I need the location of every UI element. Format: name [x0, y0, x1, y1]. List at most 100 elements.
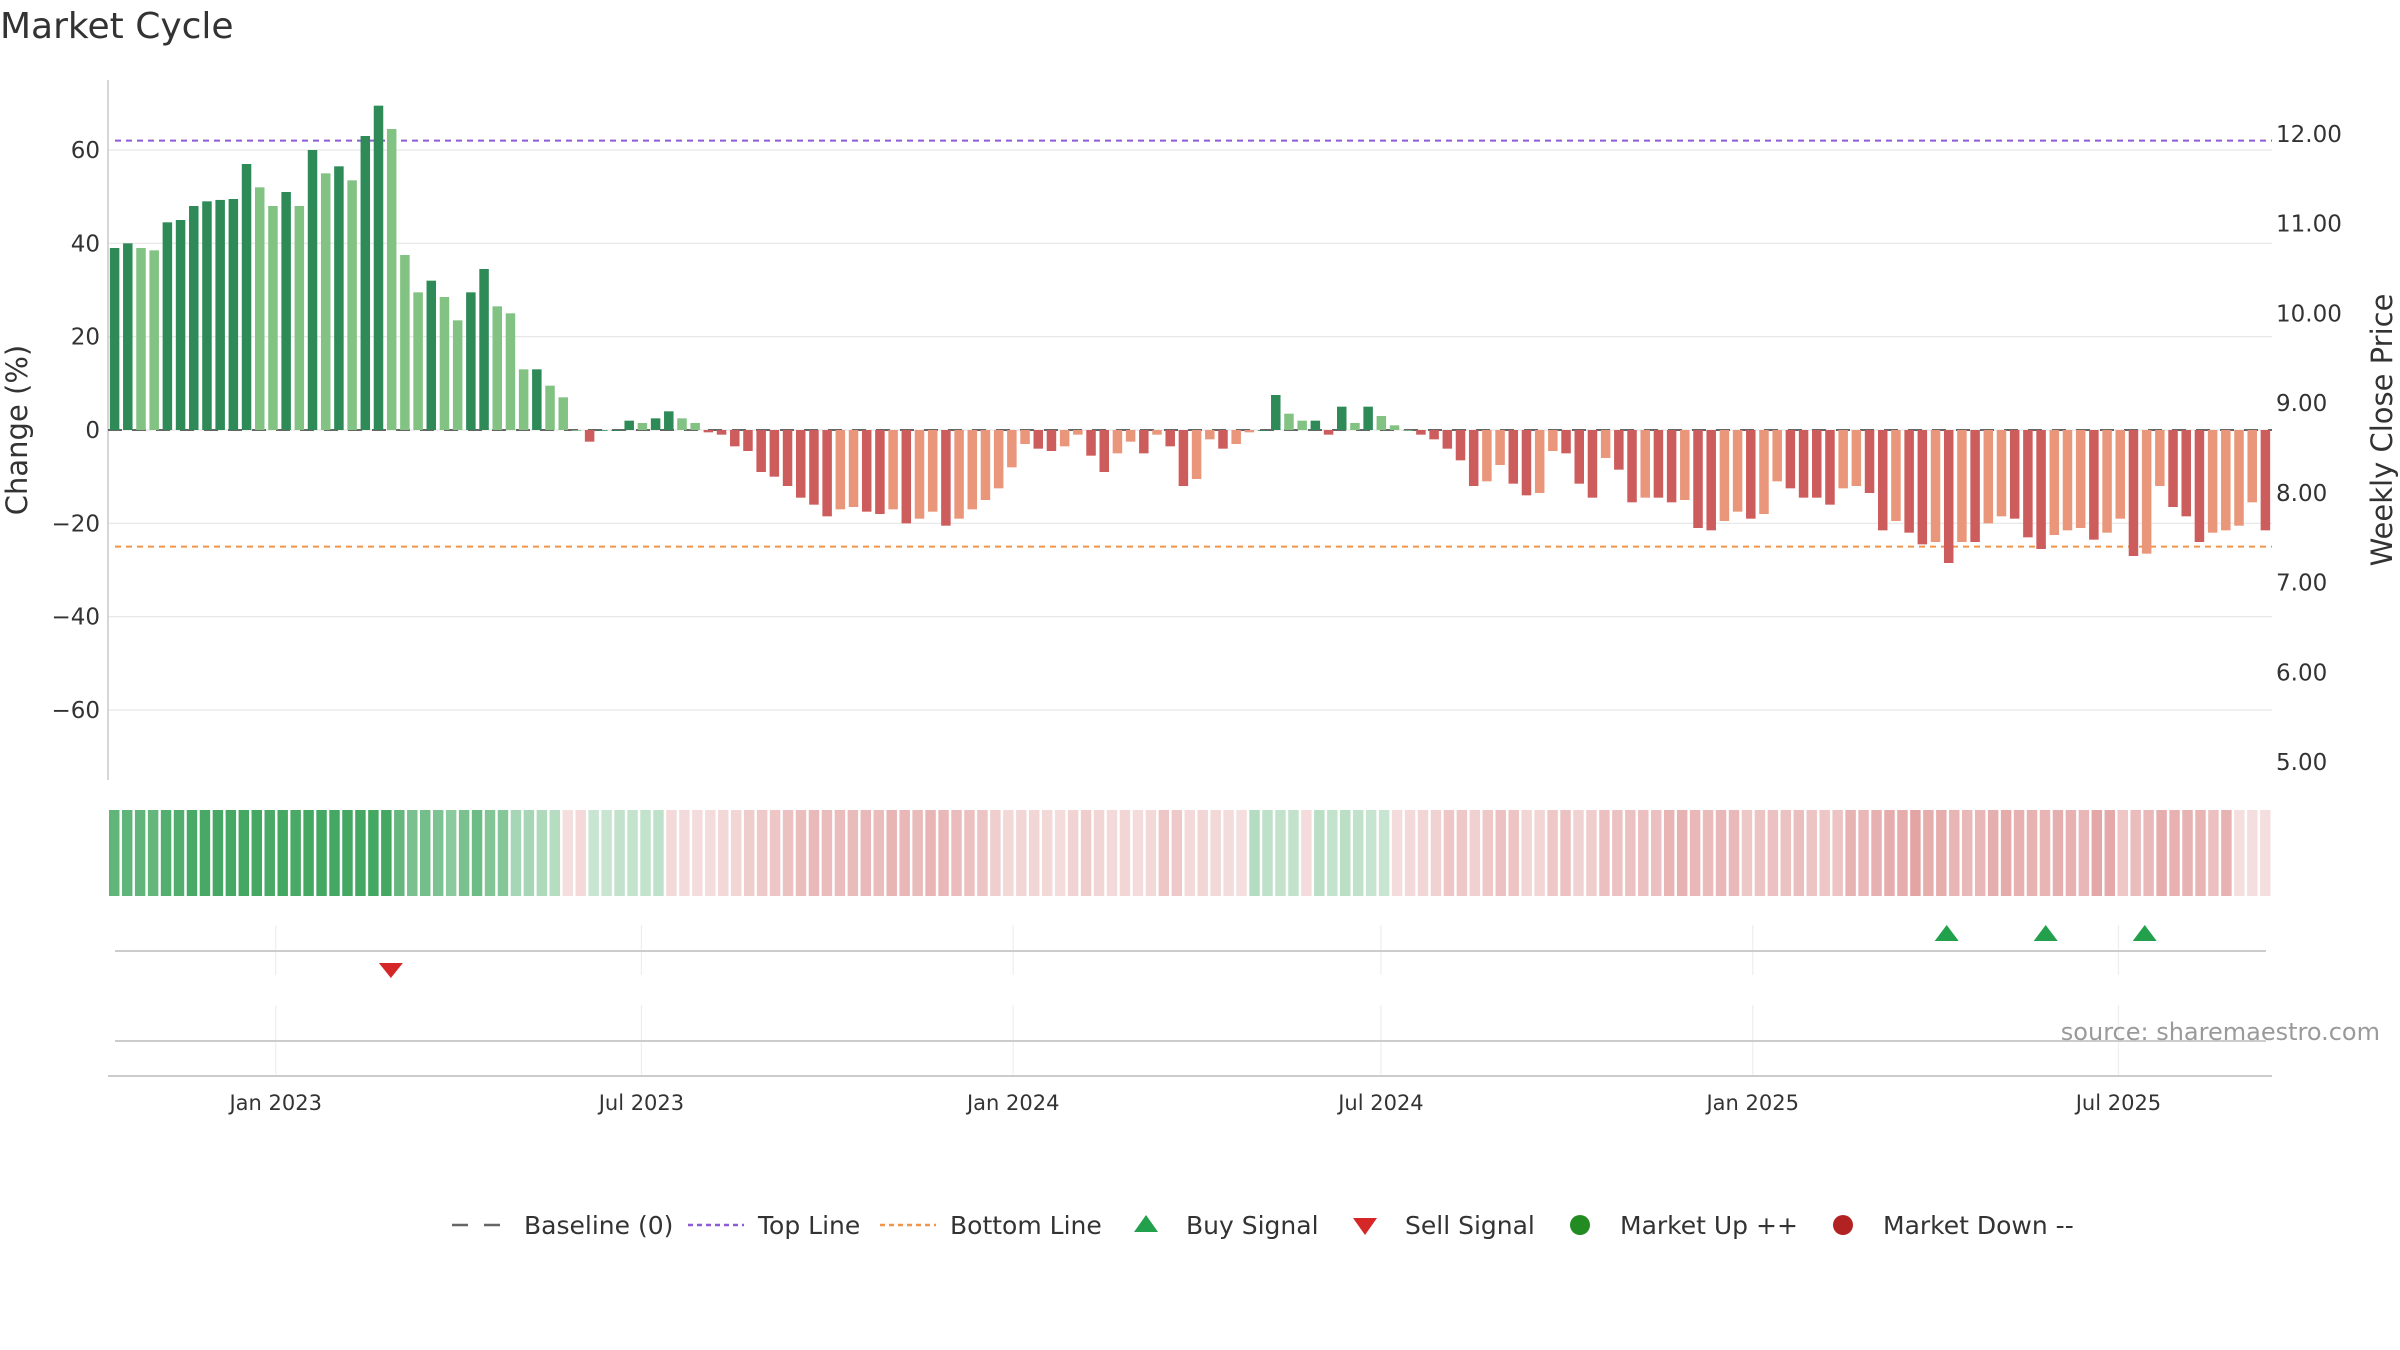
y2-tick-label: 5.00: [2276, 750, 2327, 776]
heat-cell: [808, 810, 820, 896]
bar: [2115, 430, 2126, 519]
heat-cell: [1625, 810, 1636, 896]
heat-cell: [1249, 810, 1260, 896]
heat-cell: [290, 810, 301, 896]
heat-cell: [2208, 810, 2219, 896]
bar: [1943, 430, 1954, 563]
heat-cell: [1754, 810, 1766, 896]
bar: [2009, 430, 2020, 519]
heat-cell: [1949, 810, 1960, 896]
y-tick-label: −60: [51, 698, 100, 724]
heat-cell: [743, 810, 755, 896]
heat-cell: [1067, 810, 1079, 896]
bar: [914, 430, 925, 519]
bar: [175, 220, 186, 430]
bar: [861, 430, 872, 512]
heat-cell: [1534, 810, 1545, 896]
bar: [426, 280, 437, 430]
heat-cell: [860, 810, 872, 896]
heat-cell: [2234, 810, 2245, 896]
bar: [1442, 430, 1453, 449]
bar: [1125, 430, 1136, 442]
bar: [2168, 430, 2178, 507]
heat-cell: [873, 810, 884, 896]
heat-cell: [1132, 810, 1144, 896]
bar: [1825, 430, 1835, 505]
heat-cell: [1676, 810, 1688, 896]
heat-cell: [277, 810, 288, 896]
bar: [822, 430, 832, 517]
bar: [109, 248, 120, 430]
bar: [2128, 430, 2139, 556]
bar: [1336, 406, 1347, 430]
heat-cell: [1599, 810, 1610, 896]
bar: [1007, 430, 1017, 468]
heat-cell: [1651, 810, 1662, 896]
bar: [1600, 430, 1611, 458]
bar: [1205, 430, 1215, 440]
legend-item: Sell Signal: [1353, 1211, 1535, 1240]
legend-item: Baseline (0): [452, 1211, 673, 1240]
heat-cell: [2221, 810, 2232, 896]
bar: [690, 423, 700, 430]
bar: [1363, 406, 1373, 430]
legend-label: Top Line: [757, 1211, 860, 1240]
bar: [1521, 430, 1532, 496]
heat-cell: [1327, 810, 1338, 896]
heat-cell: [1482, 810, 1494, 896]
bar: [1495, 430, 1505, 465]
bar: [268, 206, 278, 430]
heat-cell: [769, 810, 781, 896]
bar: [254, 187, 265, 430]
bar: [624, 420, 634, 430]
bar: [848, 430, 859, 507]
heat-cell: [1858, 810, 1869, 896]
bar: [1891, 430, 1901, 521]
heat-cell: [1974, 810, 1986, 896]
bar: [532, 369, 542, 430]
heat-cell: [1340, 810, 1351, 896]
source-note: source: sharemaestro.com: [2061, 1018, 2380, 1046]
heat-cell: [1663, 810, 1675, 896]
heat-cell: [1365, 810, 1377, 896]
heat-cell: [1832, 810, 1843, 896]
heat-cell: [1391, 810, 1403, 896]
heat-cell: [1184, 810, 1195, 896]
bar: [954, 430, 964, 519]
bar: [1099, 430, 1109, 472]
heat-cell: [523, 810, 535, 896]
bar: [1759, 430, 1769, 514]
heat-cell: [1275, 810, 1286, 896]
x-tick-label: Jan 2024: [965, 1091, 1060, 1115]
heat-cell: [938, 810, 949, 896]
bar: [795, 430, 806, 498]
x-tick-label: Jul 2023: [597, 1091, 684, 1115]
bar: [2181, 430, 2191, 517]
heat-cell: [497, 810, 509, 896]
bar: [558, 397, 568, 430]
heat-cell: [2052, 810, 2064, 896]
bar: [1864, 430, 1875, 493]
bar: [1244, 430, 1255, 433]
bar: [228, 199, 239, 430]
heat-cell: [1456, 810, 1468, 896]
heat-cell: [419, 810, 431, 896]
bar: [875, 430, 885, 514]
bar: [294, 206, 305, 430]
heat-cell: [1962, 810, 1973, 896]
heat-cell: [381, 810, 392, 896]
heat-cell: [1936, 810, 1947, 896]
heat-cell: [679, 810, 690, 896]
sell-signal-marker: [378, 963, 403, 978]
heat-cell: [1806, 810, 1817, 896]
bar: [2247, 430, 2257, 503]
heat-cell: [886, 810, 897, 896]
heat-cell: [1715, 810, 1727, 896]
heat-cell: [121, 810, 133, 896]
bar: [1033, 430, 1044, 449]
bar: [1640, 430, 1650, 498]
bar: [1917, 430, 1928, 545]
heat-cell: [588, 810, 599, 896]
heat-cell: [756, 810, 768, 896]
bar: [1257, 430, 1268, 431]
